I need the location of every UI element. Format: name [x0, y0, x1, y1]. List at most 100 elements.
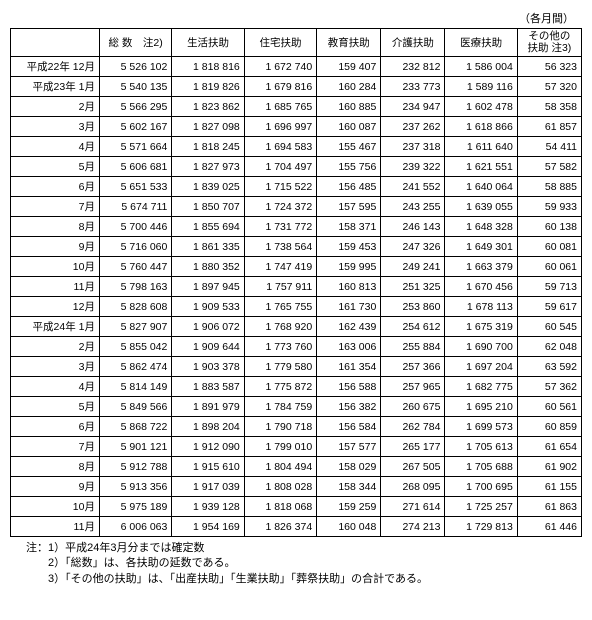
header-living: 生活扶助	[172, 29, 244, 57]
value-cell: 5 912 788	[99, 457, 171, 477]
value-cell: 5 798 163	[99, 277, 171, 297]
value-cell: 159 259	[317, 497, 381, 517]
value-cell: 161 730	[317, 297, 381, 317]
value-cell: 161 354	[317, 357, 381, 377]
value-cell: 232 812	[381, 57, 445, 77]
value-cell: 59 617	[517, 297, 581, 317]
value-cell: 61 654	[517, 437, 581, 457]
value-cell: 1 775 872	[244, 377, 316, 397]
value-cell: 249 241	[381, 257, 445, 277]
value-cell: 1 891 979	[172, 397, 244, 417]
value-cell: 1 648 328	[445, 217, 517, 237]
header-total: 総 数 注2)	[99, 29, 171, 57]
value-cell: 234 947	[381, 97, 445, 117]
value-cell: 5 651 533	[99, 177, 171, 197]
value-cell: 1 618 866	[445, 117, 517, 137]
value-cell: 60 081	[517, 237, 581, 257]
value-cell: 54 411	[517, 137, 581, 157]
value-cell: 159 453	[317, 237, 381, 257]
table-row: 4月5 814 1491 883 5871 775 872156 588257 …	[11, 377, 582, 397]
table-row: 11月6 006 0631 954 1691 826 374160 048274…	[11, 517, 582, 537]
value-cell: 1 861 335	[172, 237, 244, 257]
value-cell: 1 672 740	[244, 57, 316, 77]
period-cell: 6月	[11, 417, 100, 437]
value-cell: 1 697 204	[445, 357, 517, 377]
value-cell: 5 862 474	[99, 357, 171, 377]
table-row: 10月5 975 1891 939 1281 818 068159 259271…	[11, 497, 582, 517]
value-cell: 1 670 456	[445, 277, 517, 297]
value-cell: 156 485	[317, 177, 381, 197]
value-cell: 5 913 356	[99, 477, 171, 497]
value-cell: 254 612	[381, 317, 445, 337]
value-cell: 1 682 775	[445, 377, 517, 397]
table-row: 5月5 606 6811 827 9731 704 497155 756239 …	[11, 157, 582, 177]
value-cell: 5 868 722	[99, 417, 171, 437]
table-row: 7月5 901 1211 912 0901 799 010157 577265 …	[11, 437, 582, 457]
period-cell: 平成23年 1月	[11, 77, 100, 97]
value-cell: 1 700 695	[445, 477, 517, 497]
value-cell: 1 705 613	[445, 437, 517, 457]
value-cell: 1 696 997	[244, 117, 316, 137]
value-cell: 160 087	[317, 117, 381, 137]
table-row: 8月5 912 7881 915 6101 804 494158 029267 …	[11, 457, 582, 477]
value-cell: 160 284	[317, 77, 381, 97]
value-cell: 61 857	[517, 117, 581, 137]
value-cell: 247 326	[381, 237, 445, 257]
value-cell: 1 818 245	[172, 137, 244, 157]
value-cell: 5 674 711	[99, 197, 171, 217]
value-cell: 268 095	[381, 477, 445, 497]
value-cell: 1 729 813	[445, 517, 517, 537]
value-cell: 257 965	[381, 377, 445, 397]
value-cell: 274 213	[381, 517, 445, 537]
header-education: 教育扶助	[317, 29, 381, 57]
period-cell: 9月	[11, 237, 100, 257]
value-cell: 1 790 718	[244, 417, 316, 437]
value-cell: 1 705 688	[445, 457, 517, 477]
value-cell: 158 029	[317, 457, 381, 477]
value-cell: 1 649 301	[445, 237, 517, 257]
value-cell: 241 552	[381, 177, 445, 197]
value-cell: 1 909 533	[172, 297, 244, 317]
value-cell: 63 592	[517, 357, 581, 377]
value-cell: 237 318	[381, 137, 445, 157]
value-cell: 60 859	[517, 417, 581, 437]
table-row: 11月5 798 1631 897 9451 757 911160 813251…	[11, 277, 582, 297]
period-cell: 4月	[11, 137, 100, 157]
value-cell: 1 715 522	[244, 177, 316, 197]
table-row: 平成24年 1月5 827 9071 906 0721 768 920162 4…	[11, 317, 582, 337]
value-cell: 1 586 004	[445, 57, 517, 77]
value-cell: 237 262	[381, 117, 445, 137]
value-cell: 1 738 564	[244, 237, 316, 257]
value-cell: 160 813	[317, 277, 381, 297]
value-cell: 5 814 149	[99, 377, 171, 397]
value-cell: 1 639 055	[445, 197, 517, 217]
period-cell: 11月	[11, 517, 100, 537]
period-cell: 7月	[11, 437, 100, 457]
value-cell: 253 860	[381, 297, 445, 317]
value-cell: 62 048	[517, 337, 581, 357]
value-cell: 1 640 064	[445, 177, 517, 197]
value-cell: 260 675	[381, 397, 445, 417]
period-cell: 平成24年 1月	[11, 317, 100, 337]
value-cell: 1 678 113	[445, 297, 517, 317]
value-cell: 158 344	[317, 477, 381, 497]
value-cell: 1 912 090	[172, 437, 244, 457]
value-cell: 158 371	[317, 217, 381, 237]
value-cell: 1 903 378	[172, 357, 244, 377]
value-cell: 1 855 694	[172, 217, 244, 237]
period-cell: 11月	[11, 277, 100, 297]
value-cell: 156 588	[317, 377, 381, 397]
value-cell: 1 731 772	[244, 217, 316, 237]
value-cell: 1 954 169	[172, 517, 244, 537]
value-cell: 5 849 566	[99, 397, 171, 417]
value-cell: 257 366	[381, 357, 445, 377]
note-2: 2）「総数」は、各扶助の延数である。	[26, 556, 582, 571]
header-housing: 住宅扶助	[244, 29, 316, 57]
period-cell: 10月	[11, 497, 100, 517]
period-cell: 5月	[11, 397, 100, 417]
value-cell: 1 757 911	[244, 277, 316, 297]
value-cell: 5 855 042	[99, 337, 171, 357]
value-cell: 61 155	[517, 477, 581, 497]
value-cell: 1 695 210	[445, 397, 517, 417]
table-row: 平成22年 12月5 526 1021 818 8161 672 740159 …	[11, 57, 582, 77]
